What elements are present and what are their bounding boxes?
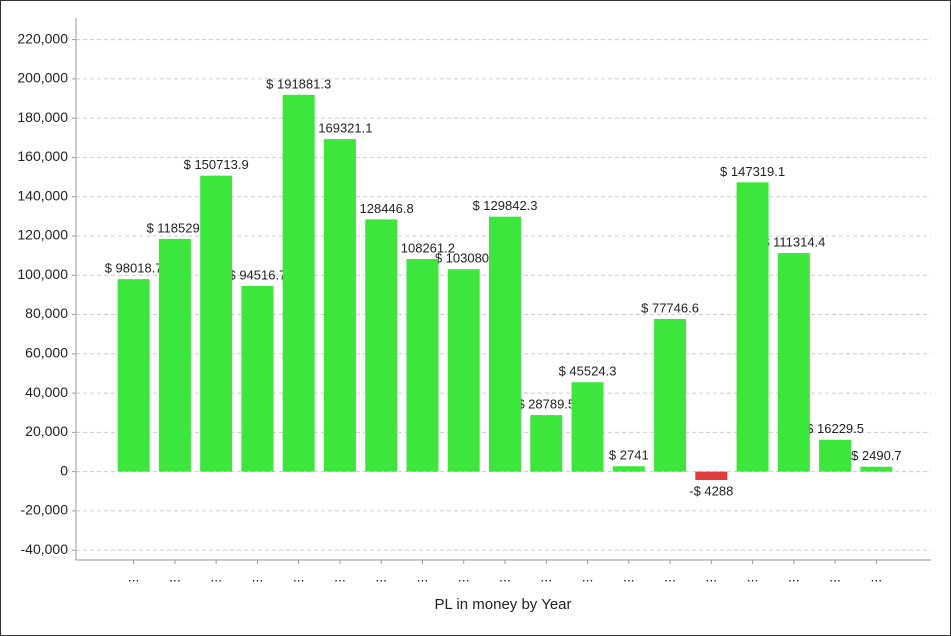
x-tick-label: ... [788,569,800,585]
bar [241,286,274,472]
data-label: $ 191881.3 [266,76,331,91]
data-label: $ 128446.8 [349,201,414,216]
data-label: $ 108261.2 [390,240,455,255]
x-tick-label: ... [417,569,429,585]
bar [612,466,645,472]
data-label: $ 147319.1 [720,164,785,179]
y-tick-label: 100,000 [17,266,68,282]
x-tick-label: ... [334,569,346,585]
x-tick-label: ... [375,569,387,585]
x-tick-label: ... [210,569,222,585]
data-label: $ 111314.4 [762,234,825,249]
x-tick-label: ... [747,569,759,585]
data-label: $ 2490.7 [851,448,902,463]
bar [158,238,191,472]
x-tick-label: ... [871,569,883,585]
bar [200,175,233,472]
bar [819,439,852,472]
bar [530,415,563,472]
data-label: $ 94516.7 [228,267,286,282]
y-tick-label: 40,000 [25,384,68,400]
data-label: $ 2741 [609,448,649,463]
bar [282,94,315,472]
x-tick-label: ... [540,569,552,585]
bar [323,139,356,472]
y-tick-label: 0 [60,462,68,478]
data-label: $ 98018.7 [105,261,163,276]
bar [447,269,480,472]
y-tick-label: -40,000 [21,541,69,557]
y-tick-label: 120,000 [17,227,68,243]
y-tick-label: 20,000 [25,423,68,439]
bar [860,466,893,472]
x-tick-label: ... [499,569,511,585]
y-tick-label: 220,000 [17,30,68,46]
data-label: $ 169321.1 [307,121,372,136]
y-tick-label: 160,000 [17,148,68,164]
x-tick-label: ... [664,569,676,585]
y-tick-label: 200,000 [17,70,68,86]
bar [406,259,439,472]
data-label: $ 16229.5 [806,421,864,436]
y-tick-label: 180,000 [17,109,68,125]
data-label: $ 150713.9 [184,157,249,172]
y-tick-label: 140,000 [17,187,68,203]
bar [365,219,398,472]
y-tick-label: 80,000 [25,305,68,321]
x-tick-label: ... [128,569,140,585]
data-label: $ 77746.6 [641,300,699,315]
data-label: -$ 4288 [689,483,733,498]
bar [695,471,728,481]
bar [489,216,521,472]
x-tick-label: ... [829,569,841,585]
data-label: $ 129842.3 [472,198,537,213]
bar [571,382,604,472]
bar [736,182,769,472]
x-tick-label: ... [169,569,181,585]
bar [117,279,150,472]
x-tick-label: ... [705,569,717,585]
x-tick-label: ... [623,569,635,585]
x-tick-label: ... [252,569,264,585]
data-label: $ 103080. [435,251,493,266]
x-tick-label: ... [582,569,594,585]
x-axis-title: PL in money by Year [434,596,571,613]
data-label: $ 118529. [146,220,203,235]
data-label: $ 28789.5 [517,397,575,412]
x-tick-label: ... [458,569,470,585]
data-label: $ 45524.3 [559,364,617,379]
bar [654,318,687,472]
x-tick-label: ... [293,569,305,585]
y-tick-label: 60,000 [25,345,68,361]
bar [777,253,810,472]
y-tick-label: -20,000 [21,502,69,518]
